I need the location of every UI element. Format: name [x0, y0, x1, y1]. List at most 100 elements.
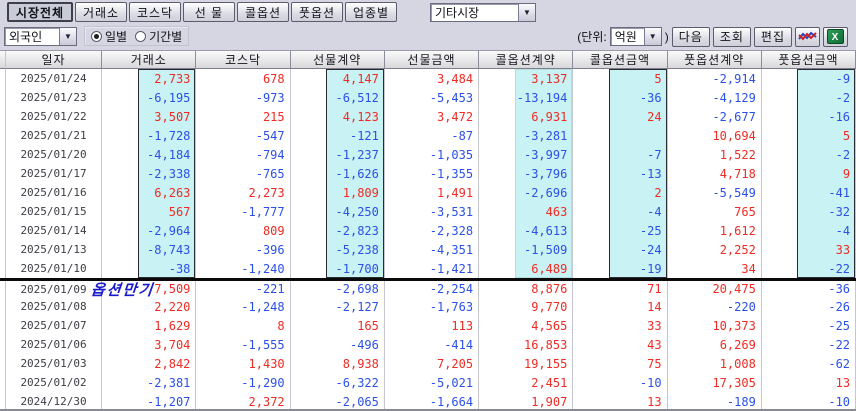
value-cell: -4 — [762, 221, 856, 240]
excel-export-icon: X — [827, 29, 844, 44]
cell-value: 2025/01/06 — [20, 338, 87, 351]
tab-0[interactable]: 시장전체 — [7, 2, 73, 22]
table-row[interactable]: 2025/01/23 -6,195 -973 -6,512 -5,453 -13,194 -… — [0, 88, 856, 107]
value-cell: 2,842 — [102, 354, 197, 373]
row-gutter — [0, 392, 6, 409]
column-header-3[interactable]: 선물계약 — [290, 51, 385, 69]
other-market-select[interactable]: 기타시장 ▼ — [430, 3, 536, 22]
cell-value: -7 — [647, 147, 662, 162]
tab-4[interactable]: 콜옵션 — [237, 2, 289, 22]
highlight-box — [514, 259, 573, 278]
tab-2[interactable]: 코스닥 — [129, 2, 181, 22]
column-header-2[interactable]: 코스닥 — [196, 51, 291, 69]
column-header-0[interactable]: 일자 — [5, 51, 103, 69]
toolbar-bottom: 외국인 ▼ 일별 기간별 (단위: 억원 ▼ ) 다음 조회 편집 — [0, 24, 856, 49]
table-row[interactable]: 2024/12/30 -1,207 2,372 -2,065 -1,664 1,907 13… — [0, 392, 856, 409]
tab-3[interactable]: 선 물 — [183, 2, 235, 22]
table-row[interactable]: 2025/01/15 567 -1,777 -4,250 -3,531 463 -4 765 -… — [0, 202, 856, 221]
table-row[interactable]: 2025/01/09 7,509 -221 -2,698 -2,254 8,876 71 20… — [0, 278, 856, 299]
cell-value: -2,381 — [147, 375, 191, 390]
chevron-down-icon[interactable]: ▼ — [59, 28, 76, 45]
value-cell: -1,728 — [102, 126, 197, 145]
table-row[interactable]: 2025/01/20 -4,184 -794 -1,237 -1,035 -3,997 -7… — [0, 145, 856, 164]
highlight-box — [514, 145, 573, 164]
value-cell: -4,250 — [291, 202, 385, 221]
cell-value: 2025/01/08 — [20, 300, 87, 313]
edit-button[interactable]: 편집 — [753, 26, 792, 47]
cell-value: -973 — [255, 90, 285, 105]
query-button[interactable]: 조회 — [712, 26, 751, 47]
row-gutter — [0, 88, 6, 107]
next-button[interactable]: 다음 — [671, 26, 710, 47]
unit-select[interactable]: 억원 ▼ — [609, 27, 662, 46]
table-row[interactable]: 2025/01/24 2,733 678 4,147 3,484 3,137 5 -2,914… — [0, 69, 856, 88]
cell-value: -26 — [828, 299, 851, 314]
column-header-7[interactable]: 풋옵션계약 — [667, 51, 762, 69]
grid-corner-gutter — [0, 51, 6, 69]
column-header-1[interactable]: 거래소 — [102, 51, 197, 69]
value-cell: 4,147 — [291, 69, 385, 88]
cell-value: 2025/01/07 — [20, 319, 87, 332]
radio-daily[interactable]: 일별 — [91, 28, 127, 45]
cell-value: -13,194 — [516, 90, 568, 105]
value-cell: -1,777 — [196, 202, 291, 221]
table-row[interactable]: 2025/01/13 -8,743 -396 -5,238 -4,351 -1,509 -2… — [0, 240, 856, 259]
column-header-5[interactable]: 콜옵션계약 — [479, 51, 574, 69]
cell-value: -1,763 — [429, 299, 474, 314]
cell-value: 2025/01/10 — [20, 262, 87, 275]
table-row[interactable]: 2025/01/10 -38 -1,240 -1,700 -1,421 6,489 -19 3… — [0, 259, 856, 278]
tab-1[interactable]: 거래소 — [75, 2, 127, 22]
date-cell: 2025/01/23 — [6, 88, 103, 107]
value-cell: -2,065 — [291, 392, 385, 409]
highlight-box — [797, 164, 856, 183]
value-cell: 809 — [196, 221, 291, 240]
cell-value: 8,876 — [531, 282, 568, 296]
value-cell: -6,195 — [102, 88, 197, 107]
cell-value: 3,704 — [154, 337, 191, 352]
query-controls: (단위: 억원 ▼ ) 다음 조회 편집 X — [577, 26, 848, 47]
table-row[interactable]: 2025/01/06 3,704 -1,555 -496 -414 16,853 43 6,2… — [0, 335, 856, 354]
chart-button[interactable] — [795, 26, 820, 47]
value-cell: -13 — [573, 164, 668, 183]
cell-value: -220 — [726, 299, 756, 314]
cell-value: -22 — [828, 261, 851, 276]
chevron-down-icon[interactable]: ▼ — [643, 28, 661, 45]
investor-select[interactable]: 외국인 ▼ — [4, 27, 77, 46]
unit-label-suffix: ) — [664, 29, 669, 44]
value-cell: -7 — [573, 145, 668, 164]
cell-value: 3,472 — [436, 109, 474, 124]
column-header-6[interactable]: 콜옵션금액 — [573, 51, 668, 69]
table-row[interactable]: 2025/01/16 6,263 2,273 1,809 1,491 -2,696 2 -5,… — [0, 183, 856, 202]
tab-6[interactable]: 업종별 — [345, 2, 397, 22]
table-row[interactable]: 2025/01/03 2,842 1,430 8,938 7,205 19,155 75 1,… — [0, 354, 856, 373]
highlight-box — [514, 221, 573, 240]
table-row[interactable]: 2025/01/17 -2,338 -765 -1,626 -1,355 -3,796 -1… — [0, 164, 856, 183]
radio-period[interactable]: 기간별 — [135, 28, 182, 45]
excel-button[interactable]: X — [823, 26, 848, 47]
column-header-8[interactable]: 풋옵션금액 — [761, 51, 856, 69]
cell-value: -2,065 — [335, 394, 379, 409]
cell-value: -5,238 — [335, 242, 379, 257]
table-row[interactable]: 2025/01/02 -2,381 -1,290 -6,322 -5,021 2,451 -… — [0, 373, 856, 392]
table-row[interactable]: 2025/01/14 -2,964 809 -2,823 -2,328 -4,613 -25… — [0, 221, 856, 240]
table-row[interactable]: 2025/01/21 -1,728 -547 -121 -87 -3,281 10,694 5 — [0, 126, 856, 145]
highlight-box — [137, 164, 196, 183]
value-cell: -16 — [762, 107, 856, 126]
cell-value: -22 — [828, 337, 851, 352]
chevron-down-icon[interactable]: ▼ — [518, 4, 535, 21]
cell-value: 2,273 — [248, 185, 285, 200]
table-row[interactable]: 2025/01/22 3,507 215 4,123 3,472 6,931 24 -2,67… — [0, 107, 856, 126]
table-row[interactable]: 2025/01/07 1,629 8 165 113 4,565 33 10,373 -25 — [0, 316, 856, 335]
value-cell: -2 — [762, 145, 856, 164]
cell-value: 20,475 — [712, 282, 756, 296]
cell-value: -1,555 — [241, 337, 285, 352]
tab-5[interactable]: 풋옵션 — [291, 2, 343, 22]
value-cell: 16,853 — [479, 335, 574, 354]
cell-value: -32 — [828, 204, 851, 219]
value-cell: -87 — [385, 126, 480, 145]
table-row[interactable]: 2025/01/08 2,220 -1,248 -2,127 -1,763 9,770 14… — [0, 297, 856, 316]
column-header-4[interactable]: 선물금액 — [384, 51, 480, 69]
highlight-box — [137, 259, 196, 278]
value-cell: -24 — [573, 240, 668, 259]
cell-value: -3,796 — [523, 166, 568, 181]
